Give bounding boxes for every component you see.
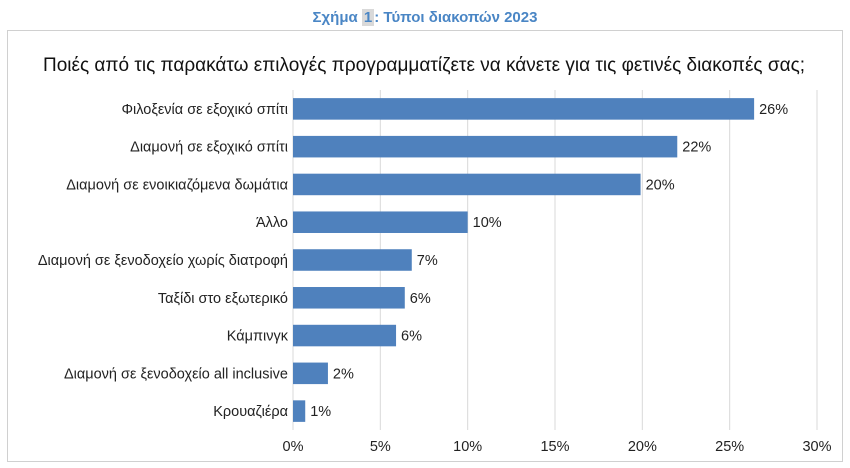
bars (293, 98, 755, 422)
x-tick-label: 10% (453, 439, 482, 455)
bar (293, 362, 328, 385)
chart-frame (7, 30, 843, 462)
category-label: Διαμονή σε ενοικιαζόμενα δωμάτια (66, 177, 288, 193)
x-tick-label: 25% (715, 439, 744, 455)
bar (293, 211, 468, 233)
category-label: Κρουαζιέρα (213, 404, 288, 420)
value-label: 10% (473, 215, 502, 231)
bar (293, 249, 412, 271)
bar (293, 324, 397, 347)
category-labels: Φιλοξενία σε εξοχικό σπίτι Διαμονή σε εξο… (38, 102, 289, 420)
category-label: Διαμονή σε ξενοδοχείο all inclusive (64, 366, 288, 382)
x-axis-ticks: 0% 5% 10% 15% 20% 25% 30% (283, 439, 832, 455)
chart-title: Ποιές από τις παρακάτω επιλογές προγραμμ… (43, 55, 805, 76)
x-tick-label: 20% (628, 439, 657, 455)
value-label: 6% (401, 329, 422, 345)
caption-prefix: Σχήμα (312, 9, 362, 26)
bar (293, 135, 678, 158)
category-label: Κάμπινγκ (227, 329, 289, 345)
category-label: Άλλο (256, 215, 288, 231)
value-label: 6% (410, 291, 431, 307)
caption-number: 1 (361, 9, 375, 26)
figure-caption: Σχήμα 1: Τύποι διακοπών 2023 (0, 9, 850, 26)
value-label: 26% (759, 102, 788, 118)
x-tick-label: 5% (370, 439, 391, 455)
category-label: Διαμονή σε ξενοδοχείο χωρίς διατροφή (38, 253, 288, 269)
value-labels: 26% 22% 20% 10% 7% 6% 6% 2% 1% (310, 102, 788, 420)
value-label: 1% (310, 404, 331, 420)
x-tick-label: 30% (802, 439, 831, 455)
value-label: 7% (417, 253, 438, 269)
bar (293, 400, 306, 422)
x-tick-label: 0% (283, 439, 304, 455)
value-label: 2% (333, 366, 354, 382)
caption-suffix: : Τύποι διακοπών 2023 (374, 9, 538, 26)
category-label: Φιλοξενία σε εξοχικό σπίτι (121, 102, 288, 118)
bar (293, 173, 641, 196)
bar (293, 98, 755, 120)
value-label: 20% (646, 177, 675, 193)
bar (293, 287, 405, 309)
category-label: Ταξίδι στο εξωτερικό (158, 291, 288, 307)
x-tick-label: 15% (540, 439, 569, 455)
category-label: Διαμονή σε εξοχικό σπίτι (130, 140, 288, 156)
value-label: 22% (682, 140, 711, 156)
